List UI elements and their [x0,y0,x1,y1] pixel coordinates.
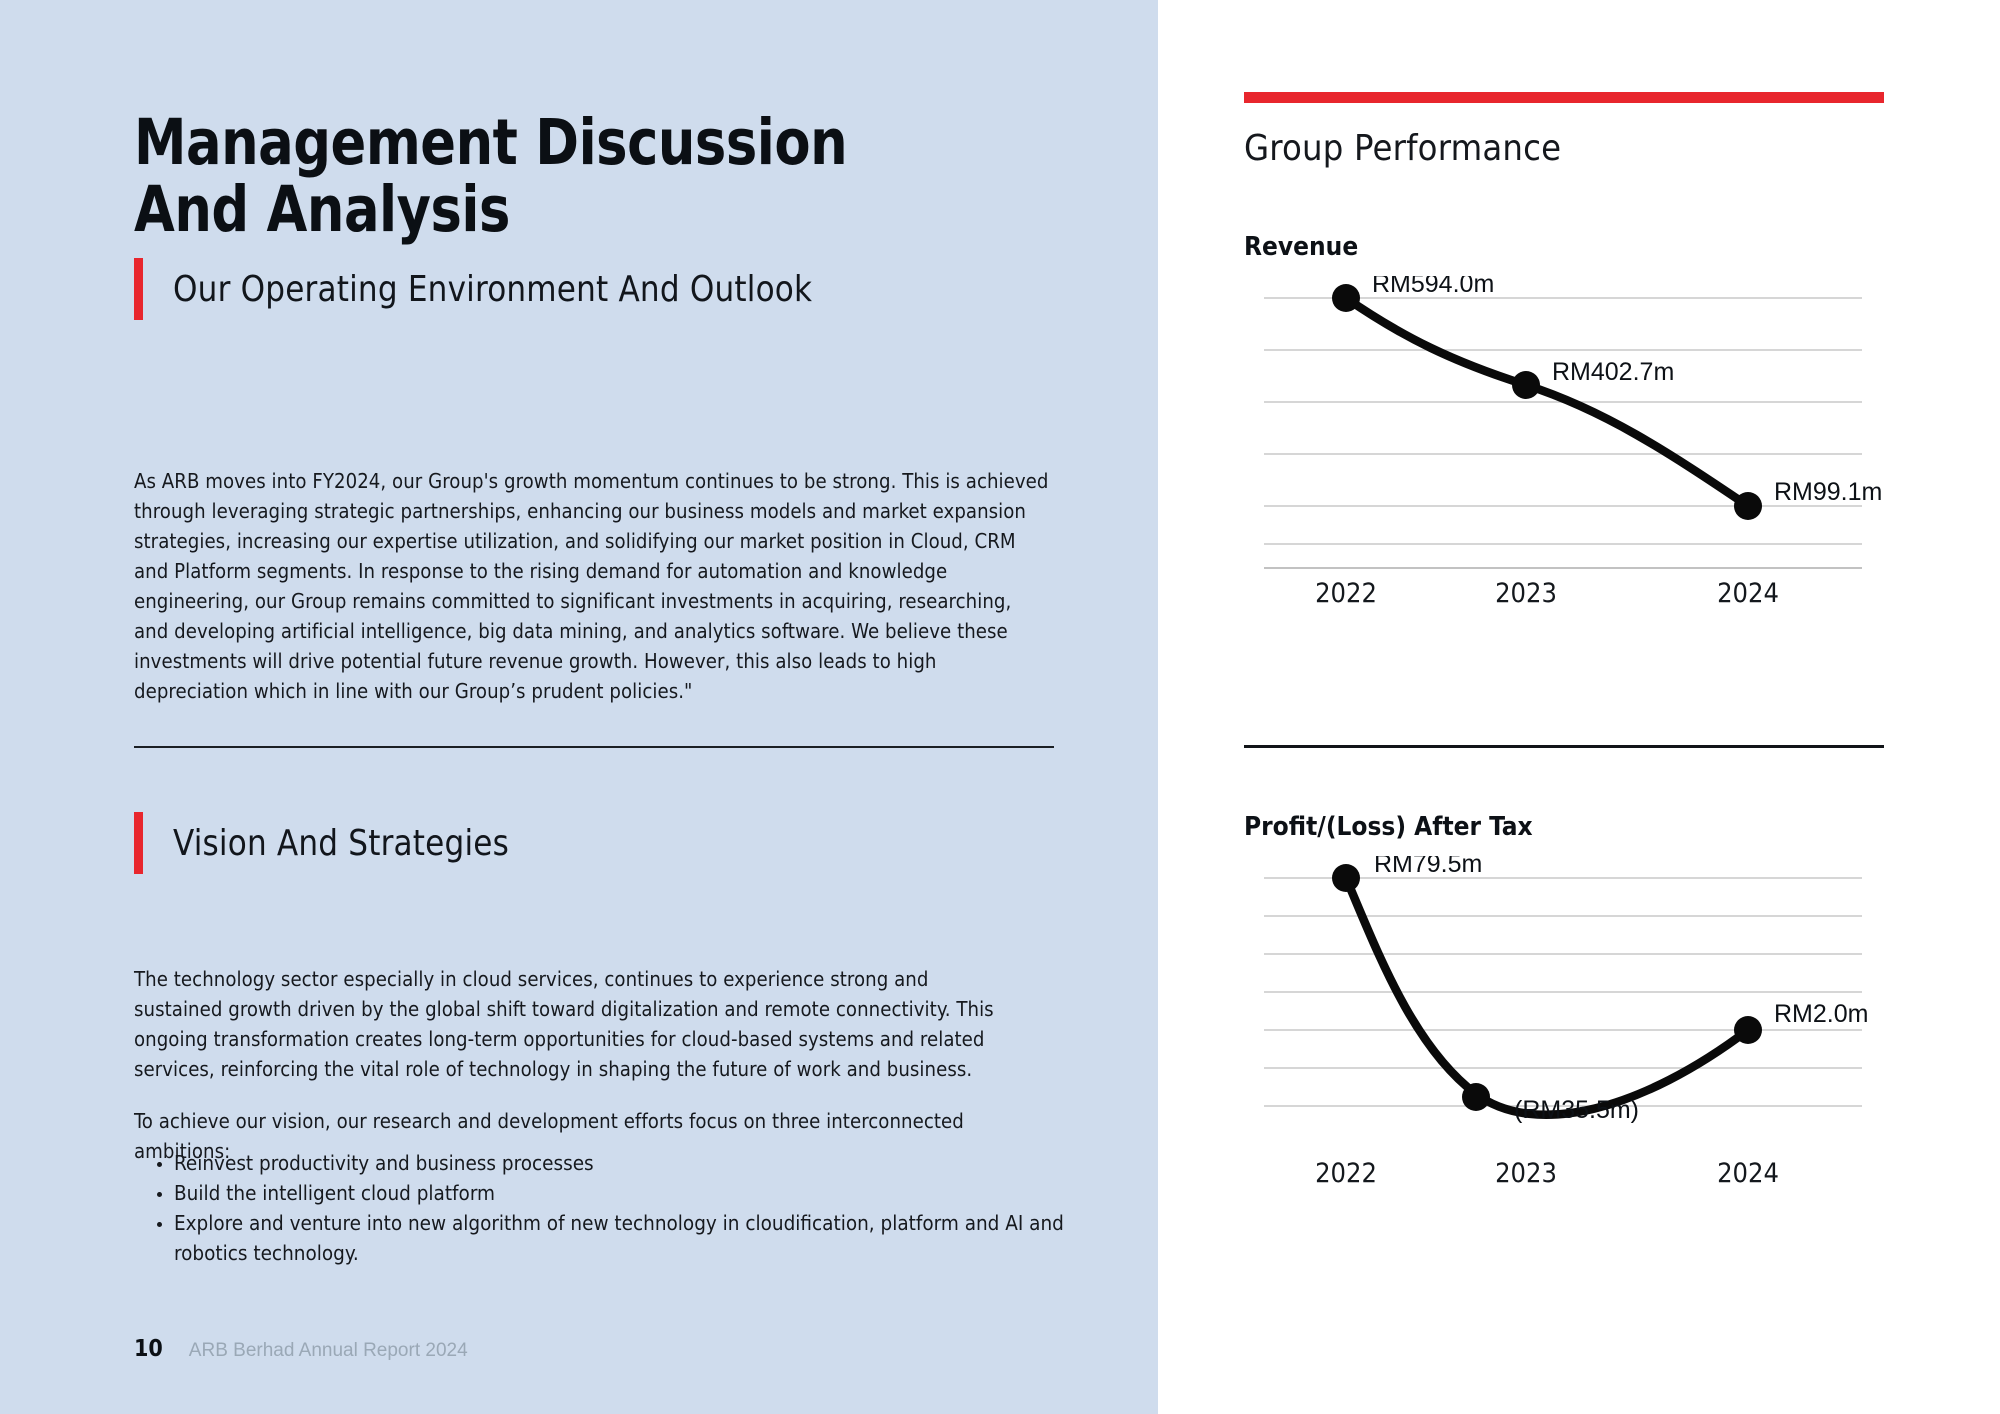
profit-series-line [1341,873,1753,1119]
group-performance-heading: Group Performance [1244,128,1562,169]
page-footer: 10 ARB Berhad Annual Report 2024 [134,1336,468,1362]
chart-profit-after-tax: Profit/(Loss) After Tax [1244,812,1884,1202]
data-point-2022 [1332,284,1360,312]
page-title: Management Discussion And Analysis [134,106,848,246]
chart-title-profit: Profit/(Loss) After Tax [1244,812,1533,842]
profit-x-axis: 2022 2023 2024 [1244,1156,1884,1202]
section-heading-outlook: Our Operating Environment And Outlook [134,258,839,320]
x-tick-2023: 2023 [1495,578,1557,609]
x-tick-2024: 2024 [1717,578,1779,609]
accent-bar-icon [134,812,143,874]
gridlines [1264,877,1862,1107]
data-label-2024: RM2.0m [1774,1000,1868,1028]
left-content-panel: Management Discussion And Analysis Our O… [0,0,1158,1414]
section-title-label: Our Operating Environment And Outlook [173,268,813,310]
page-number: 10 [134,1336,163,1362]
data-point-2023 [1462,1083,1490,1111]
gridlines [1264,297,1862,545]
data-point-2023 [1512,371,1540,399]
paragraph-outlook: As ARB moves into FY2024, our Group's gr… [134,468,1049,703]
accent-bar-icon [134,258,143,320]
list-item: Build the intelligent cloud platform [174,1178,1074,1208]
section-title-label: Vision And Strategies [173,822,509,864]
revenue-line-svg: RM594.0m RM402.7m RM99.1m [1264,276,1882,569]
footer-report-label: ARB Berhad Annual Report 2024 [188,1340,468,1361]
data-point-2024 [1734,1016,1762,1044]
list-item: Explore and venture into new algorithm o… [174,1208,1074,1268]
chart-plot-revenue: RM594.0m RM402.7m RM99.1m 2022 2023 2024 [1244,276,1884,622]
data-label-2023: (RM35.5m) [1514,1096,1639,1124]
red-accent-bar-icon [1244,92,1884,103]
x-tick-2022: 2022 [1315,578,1377,609]
charts-divider [1244,745,1884,748]
paragraph-vision-1: The technology sector especially in clou… [134,966,994,1081]
x-tick-2022: 2022 [1315,1158,1377,1189]
paragraph-vision-2: To achieve our vision, our research and … [134,1108,964,1163]
chart-plot-profit: RM79.5m (RM35.5m) RM2.0m 2022 2023 2024 [1244,856,1884,1202]
list-item: Reinvest productivity and business proce… [174,1148,1074,1178]
data-label-2022: RM594.0m [1372,276,1494,298]
section-heading-vision: Vision And Strategies [134,812,523,874]
chart-revenue: Revenue [1244,232,1884,622]
chart-title-revenue: Revenue [1244,232,1359,262]
data-label-2022: RM79.5m [1374,856,1482,878]
section-divider [134,746,1054,748]
right-charts-panel: Group Performance Revenue [1158,0,2000,1414]
x-tick-2024: 2024 [1717,1158,1779,1189]
data-point-2022 [1332,864,1360,892]
revenue-x-axis: 2022 2023 2024 [1244,576,1884,622]
x-tick-2023: 2023 [1495,1158,1557,1189]
data-label-2024: RM99.1m [1774,478,1882,506]
data-label-2023: RM402.7m [1552,358,1674,386]
profit-line-svg: RM79.5m (RM35.5m) RM2.0m [1264,856,1868,1124]
vision-bullet-list: Reinvest productivity and business proce… [142,1148,1074,1268]
data-point-2024 [1734,492,1762,520]
